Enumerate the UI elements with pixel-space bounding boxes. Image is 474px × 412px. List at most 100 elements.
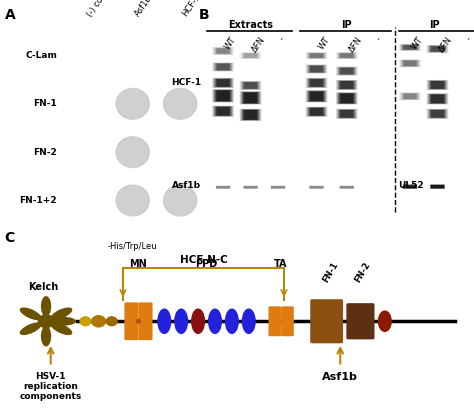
Circle shape: [37, 314, 55, 328]
Text: FN-2: FN-2: [33, 147, 57, 157]
FancyBboxPatch shape: [429, 110, 446, 118]
FancyBboxPatch shape: [217, 48, 229, 54]
FancyBboxPatch shape: [308, 53, 325, 59]
FancyBboxPatch shape: [338, 110, 356, 118]
FancyBboxPatch shape: [214, 106, 232, 116]
Ellipse shape: [225, 309, 239, 334]
FancyBboxPatch shape: [339, 81, 355, 89]
FancyBboxPatch shape: [216, 63, 231, 70]
Text: FN-1: FN-1: [33, 99, 57, 108]
FancyBboxPatch shape: [214, 78, 232, 87]
Ellipse shape: [174, 309, 188, 334]
FancyBboxPatch shape: [429, 94, 446, 104]
FancyBboxPatch shape: [338, 53, 356, 59]
FancyBboxPatch shape: [427, 109, 448, 119]
FancyBboxPatch shape: [241, 91, 260, 104]
FancyBboxPatch shape: [403, 45, 417, 49]
Text: -: -: [465, 35, 474, 42]
Text: B: B: [199, 8, 210, 22]
FancyBboxPatch shape: [339, 53, 355, 58]
FancyBboxPatch shape: [339, 93, 355, 103]
FancyBboxPatch shape: [336, 80, 358, 90]
FancyBboxPatch shape: [216, 90, 231, 101]
FancyBboxPatch shape: [306, 52, 328, 59]
FancyBboxPatch shape: [403, 185, 417, 189]
FancyBboxPatch shape: [430, 81, 445, 89]
FancyBboxPatch shape: [430, 46, 445, 52]
FancyBboxPatch shape: [336, 67, 358, 76]
FancyBboxPatch shape: [427, 94, 448, 105]
FancyBboxPatch shape: [308, 78, 325, 87]
Text: HCF N-C: HCF N-C: [180, 255, 228, 265]
FancyBboxPatch shape: [214, 48, 232, 54]
Circle shape: [164, 185, 197, 216]
Text: ΔFN: ΔFN: [347, 35, 364, 54]
FancyBboxPatch shape: [400, 93, 420, 100]
Text: C: C: [5, 231, 15, 245]
FancyBboxPatch shape: [340, 110, 353, 118]
FancyBboxPatch shape: [340, 54, 353, 58]
FancyBboxPatch shape: [310, 186, 324, 189]
FancyBboxPatch shape: [431, 81, 444, 89]
Circle shape: [91, 315, 106, 328]
FancyBboxPatch shape: [241, 109, 260, 121]
FancyBboxPatch shape: [430, 110, 445, 118]
FancyBboxPatch shape: [307, 91, 326, 102]
FancyBboxPatch shape: [242, 109, 259, 120]
FancyBboxPatch shape: [399, 92, 421, 101]
FancyBboxPatch shape: [309, 79, 324, 87]
FancyBboxPatch shape: [339, 68, 355, 75]
FancyBboxPatch shape: [336, 52, 358, 59]
FancyBboxPatch shape: [243, 110, 258, 120]
FancyBboxPatch shape: [241, 81, 260, 90]
FancyBboxPatch shape: [213, 63, 233, 71]
FancyBboxPatch shape: [240, 81, 262, 90]
FancyBboxPatch shape: [337, 80, 356, 90]
FancyBboxPatch shape: [430, 185, 445, 189]
FancyBboxPatch shape: [306, 64, 328, 74]
Text: ΔFN: ΔFN: [251, 35, 268, 54]
Ellipse shape: [51, 323, 73, 335]
FancyBboxPatch shape: [309, 108, 324, 116]
FancyBboxPatch shape: [243, 92, 258, 103]
Ellipse shape: [191, 309, 205, 334]
FancyBboxPatch shape: [310, 54, 323, 58]
Circle shape: [116, 137, 149, 168]
Text: FN-2: FN-2: [353, 260, 372, 284]
Text: FN-1: FN-1: [321, 260, 340, 284]
FancyBboxPatch shape: [403, 61, 417, 66]
Text: ΔFN: ΔFN: [438, 35, 455, 54]
Text: HCF-1: HCF-1: [171, 78, 201, 87]
FancyBboxPatch shape: [340, 94, 353, 103]
Ellipse shape: [378, 311, 392, 332]
FancyBboxPatch shape: [242, 82, 259, 89]
FancyBboxPatch shape: [216, 186, 230, 189]
FancyBboxPatch shape: [428, 109, 447, 119]
FancyBboxPatch shape: [338, 81, 356, 89]
FancyBboxPatch shape: [212, 78, 234, 88]
FancyBboxPatch shape: [244, 110, 257, 119]
FancyBboxPatch shape: [244, 186, 258, 189]
FancyBboxPatch shape: [216, 107, 231, 116]
FancyBboxPatch shape: [268, 306, 281, 336]
FancyBboxPatch shape: [306, 78, 328, 88]
FancyBboxPatch shape: [240, 91, 262, 105]
FancyBboxPatch shape: [309, 53, 324, 58]
FancyBboxPatch shape: [213, 78, 233, 88]
FancyBboxPatch shape: [403, 94, 417, 99]
FancyBboxPatch shape: [242, 92, 259, 104]
Text: WT: WT: [223, 35, 238, 51]
FancyBboxPatch shape: [217, 107, 229, 115]
FancyBboxPatch shape: [212, 106, 234, 117]
FancyBboxPatch shape: [401, 44, 419, 50]
FancyBboxPatch shape: [240, 109, 262, 121]
Text: WT: WT: [317, 35, 331, 51]
FancyBboxPatch shape: [401, 93, 419, 100]
FancyBboxPatch shape: [402, 45, 418, 50]
FancyBboxPatch shape: [336, 92, 358, 105]
FancyBboxPatch shape: [213, 106, 233, 117]
Ellipse shape: [51, 307, 73, 320]
FancyBboxPatch shape: [431, 95, 444, 103]
Text: (-) control: (-) control: [85, 0, 117, 18]
Text: IP: IP: [429, 20, 440, 30]
